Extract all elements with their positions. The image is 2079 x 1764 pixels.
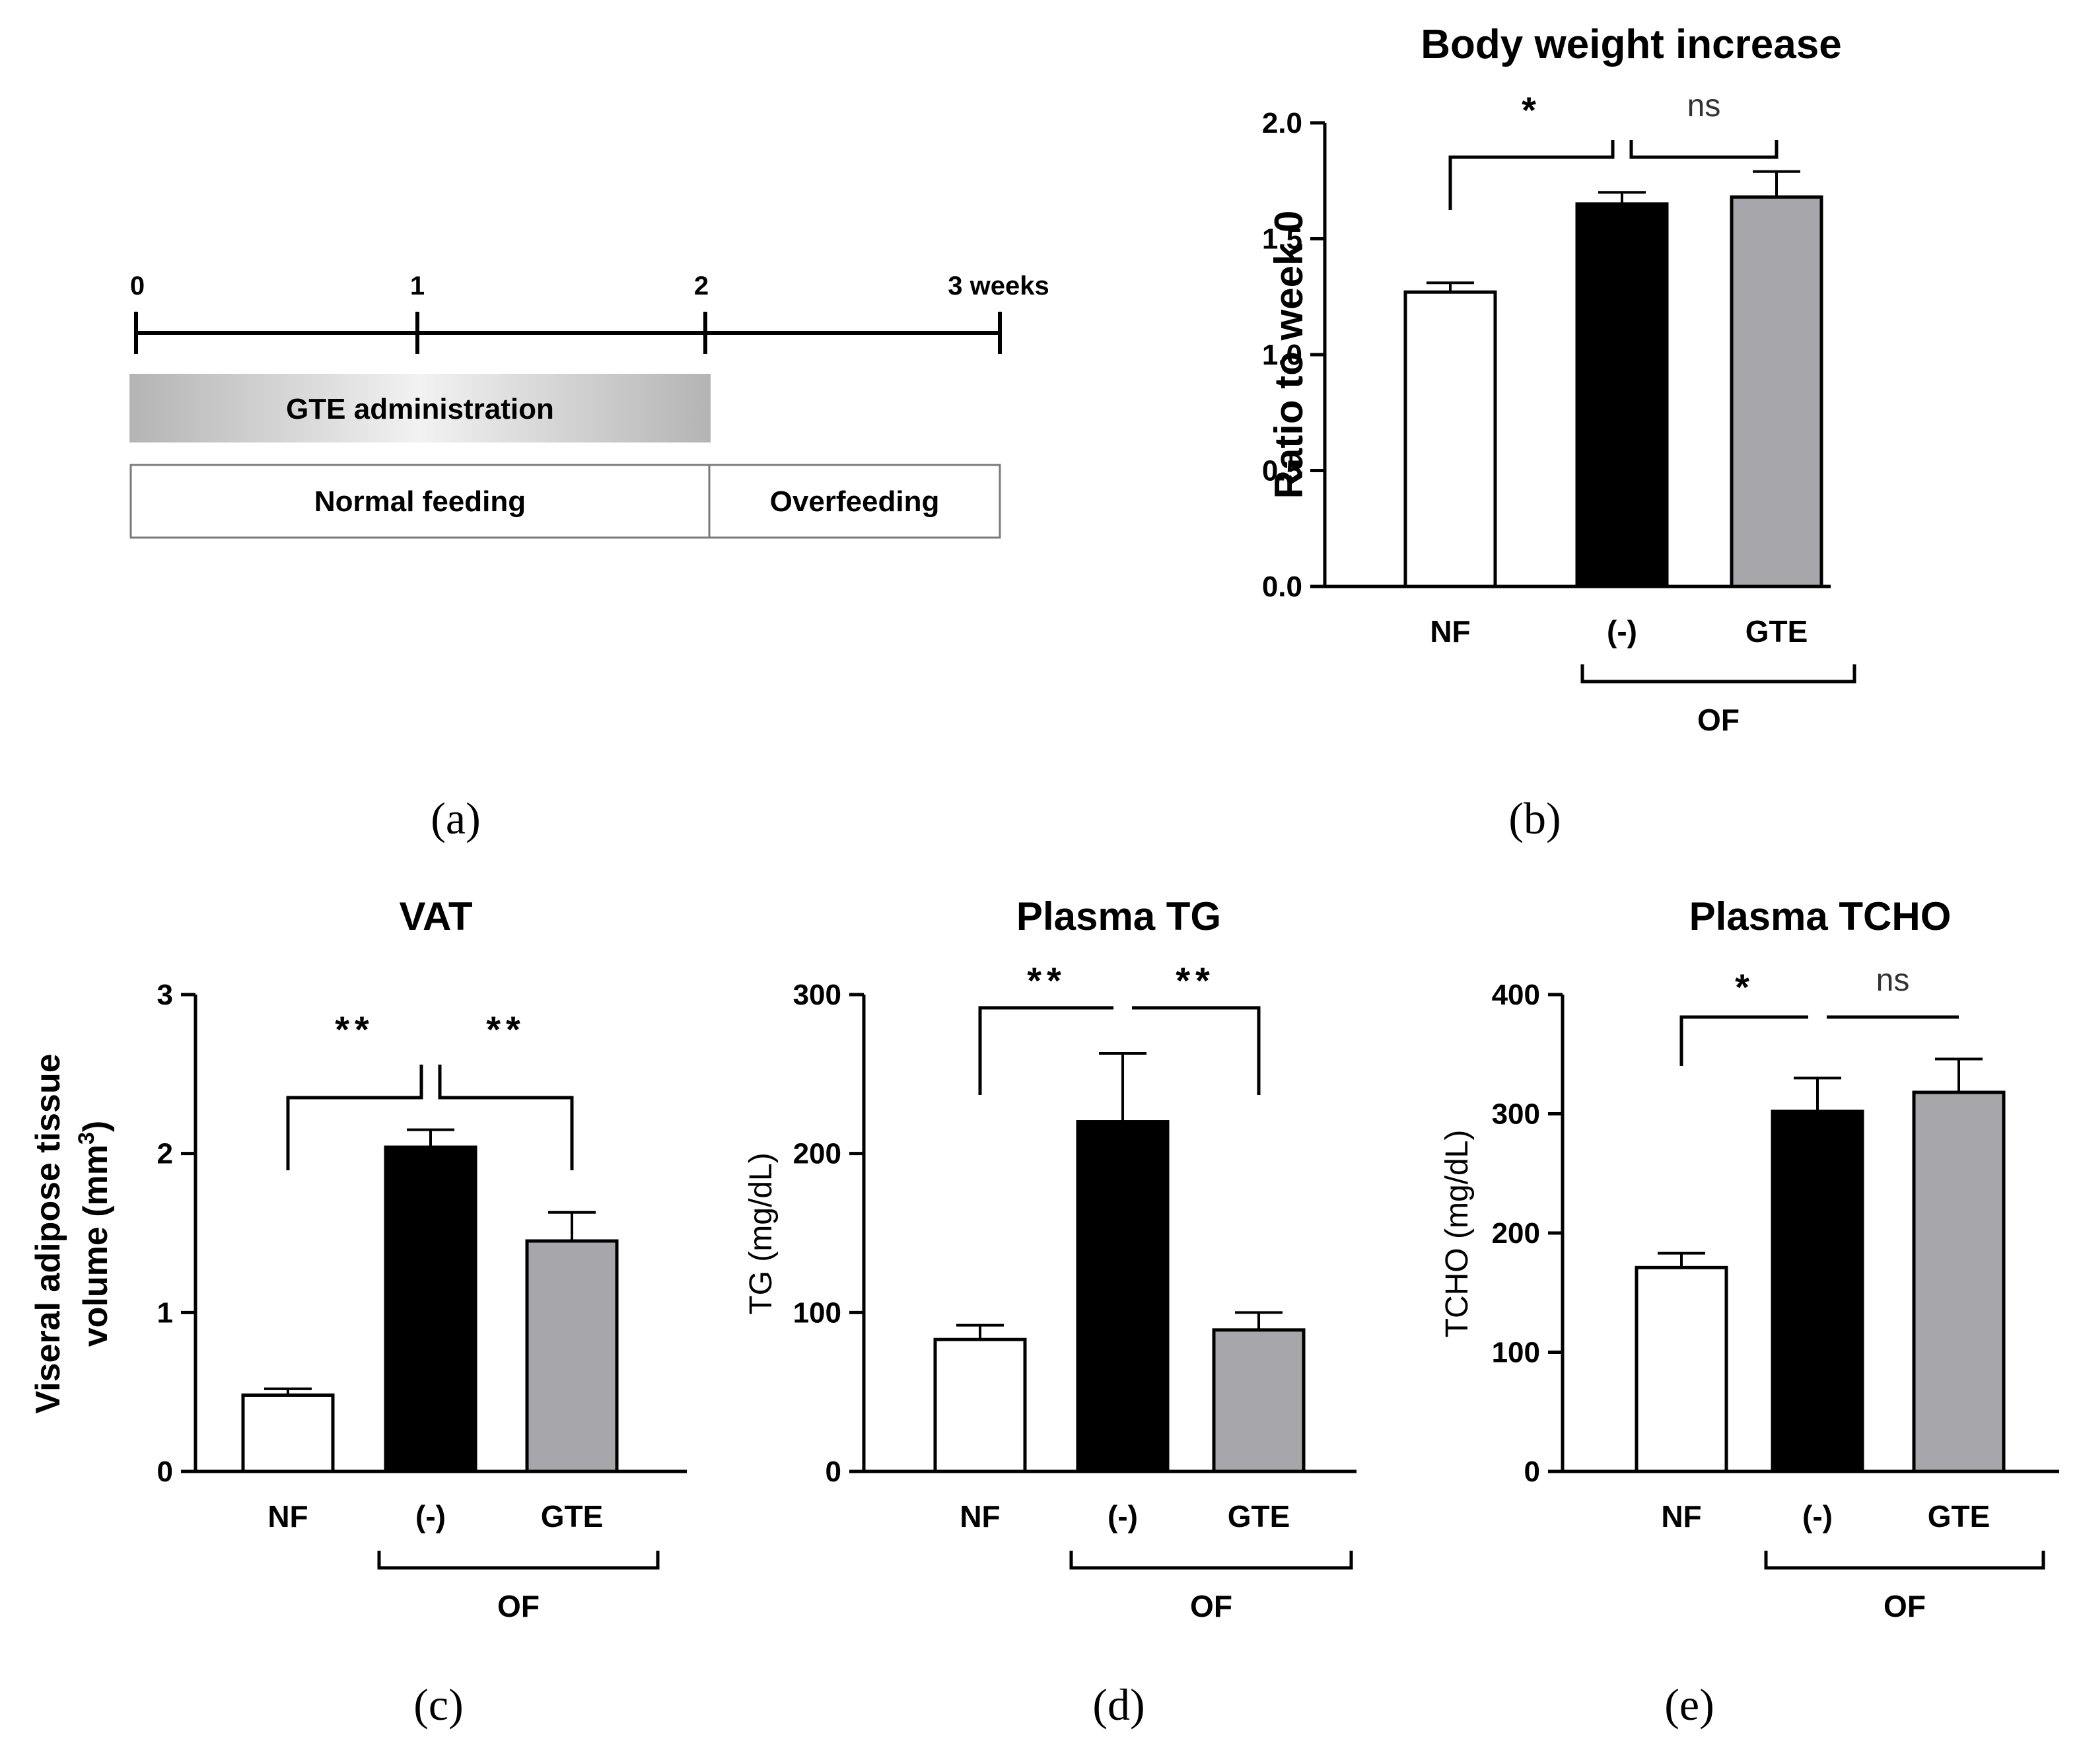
category-label-e: (-) bbox=[1802, 1499, 1833, 1534]
y-tick-label-e: 100 bbox=[1492, 1337, 1540, 1369]
panel-label-a: (a) bbox=[431, 793, 480, 843]
bar-b-1 bbox=[1575, 202, 1669, 588]
significance-bracket-d bbox=[978, 1006, 1113, 1095]
y-tick-label-b: 2.0 bbox=[1262, 107, 1302, 139]
y-tick-label-d: 0 bbox=[826, 1456, 841, 1488]
y-tick-label-c: 0 bbox=[157, 1456, 173, 1488]
normal-feeding-box bbox=[129, 464, 711, 539]
y-tick-label-e: 0 bbox=[1524, 1456, 1540, 1488]
y-axis-label-c: Viseral adipose tissue volume (mm3) bbox=[29, 1053, 115, 1413]
y-tick-label-b: 0.5 bbox=[1262, 455, 1302, 487]
group-label-e: OF bbox=[1884, 1589, 1926, 1623]
chart-panel-body-weight: Body weight increase 0.0 0.5 1.0 1.5 2.0 Ratio… bbox=[1262, 22, 1856, 737]
category-label-e: NF bbox=[1661, 1499, 1701, 1534]
category-label-e: GTE bbox=[1928, 1499, 1991, 1534]
y-tick-label-e: 200 bbox=[1492, 1217, 1540, 1250]
timeline-label-3: 3 weeks bbox=[948, 271, 1049, 300]
timeline-label-1: 1 bbox=[410, 271, 425, 300]
category-label-b: (-) bbox=[1607, 614, 1637, 649]
bar-d-1 bbox=[1076, 1120, 1170, 1473]
y-tick-label-e: 300 bbox=[1492, 1098, 1540, 1131]
overfeeding-label: Overfeeding bbox=[770, 485, 940, 518]
panel-label-b: (b) bbox=[1508, 793, 1561, 843]
y-axis-label-d: TG (mg/dL) bbox=[744, 1152, 779, 1314]
significance-bracket-b bbox=[1448, 140, 1615, 210]
significance-label-b: * bbox=[1522, 89, 1541, 131]
significance-bracket-c bbox=[438, 1065, 574, 1170]
group-bracket-b bbox=[1580, 664, 1856, 684]
category-label-d: (-) bbox=[1108, 1499, 1138, 1534]
category-label-d: NF bbox=[960, 1499, 1000, 1534]
significance-label-c: ** bbox=[335, 1008, 374, 1050]
y-axis-label-b: Ratio to week 0 bbox=[1267, 211, 1311, 499]
significance-label-d: ** bbox=[1027, 960, 1067, 1001]
category-label-b: GTE bbox=[1745, 614, 1808, 649]
bar-e-1 bbox=[1771, 1110, 1864, 1473]
y-tick-label-d: 100 bbox=[793, 1296, 841, 1329]
group-label-b: OF bbox=[1697, 703, 1740, 737]
significance-bracket-b bbox=[1629, 140, 1779, 159]
bar-c-2 bbox=[525, 1239, 619, 1473]
y-tick-label-c: 3 bbox=[157, 979, 173, 1011]
gte-administration-label: GTE administration bbox=[286, 393, 554, 425]
chart-title-d: Plasma TG bbox=[1016, 894, 1221, 938]
timeline-label-2: 2 bbox=[694, 271, 709, 300]
y-tick-label-b: 1.5 bbox=[1262, 223, 1302, 256]
significance-bracket-e bbox=[1679, 1015, 1808, 1066]
significance-label-b: ns bbox=[1687, 88, 1721, 123]
gte-administration-box bbox=[129, 374, 711, 442]
y-tick-label-d: 300 bbox=[793, 979, 841, 1011]
significance-bracket-c bbox=[286, 1065, 423, 1170]
bar-c-1 bbox=[384, 1145, 477, 1473]
significance-label-d: ** bbox=[1176, 960, 1215, 1001]
chart-title-e: Plasma TCHO bbox=[1689, 894, 1952, 938]
chart-panel-plasma-tcho: Plasma TCHO 0 100 200 300 400 TCHO (mg/dL) NF (-… bbox=[1440, 894, 2059, 1623]
significance-bracket-d bbox=[1132, 1006, 1261, 1095]
category-label-c: NF bbox=[267, 1499, 308, 1534]
chart-title-b: Body weight increase bbox=[1421, 22, 1841, 67]
significance-label-e: ns bbox=[1876, 963, 1910, 998]
y-tick-label-c: 2 bbox=[157, 1138, 173, 1170]
panel-label-e: (e) bbox=[1664, 1679, 1714, 1730]
bar-c-0 bbox=[241, 1393, 335, 1473]
y-tick-label-d: 200 bbox=[793, 1138, 841, 1170]
group-label-d: OF bbox=[1190, 1589, 1232, 1623]
y-tick-label-c: 1 bbox=[157, 1296, 173, 1329]
category-label-c: GTE bbox=[541, 1499, 604, 1534]
y-tick-label-b: 1.0 bbox=[1262, 339, 1302, 371]
bar-e-2 bbox=[1912, 1090, 2006, 1473]
group-bracket-c bbox=[377, 1551, 660, 1570]
panel-label-d: (d) bbox=[1092, 1679, 1145, 1730]
bar-d-2 bbox=[1212, 1328, 1306, 1473]
chart-panel-vat: VAT 0 1 2 3 Viseral adipose tissue volume (mm3… bbox=[29, 894, 687, 1623]
category-label-c: (-) bbox=[415, 1499, 446, 1534]
panel-label-c: (c) bbox=[413, 1679, 463, 1730]
bar-e-0 bbox=[1635, 1265, 1728, 1473]
bar-b-2 bbox=[1730, 195, 1823, 588]
category-label-d: GTE bbox=[1228, 1499, 1290, 1534]
y-tick-label-e: 400 bbox=[1492, 979, 1540, 1011]
significance-label-c: ** bbox=[486, 1008, 526, 1050]
timeline-panel: 0 1 2 3 weeks GTE administration Normal … bbox=[129, 271, 1049, 843]
bar-d-0 bbox=[933, 1337, 1027, 1473]
overfeeding-box bbox=[708, 464, 1001, 539]
timeline-label-0: 0 bbox=[130, 271, 145, 300]
group-bracket-e bbox=[1764, 1551, 2045, 1570]
normal-feeding-label: Normal feeding bbox=[314, 485, 526, 518]
category-label-b: NF bbox=[1430, 614, 1470, 649]
chart-title-c: VAT bbox=[399, 894, 472, 938]
group-label-c: OF bbox=[497, 1589, 540, 1623]
y-tick-label-b: 0.0 bbox=[1262, 571, 1302, 603]
group-bracket-d bbox=[1069, 1551, 1353, 1570]
bar-b-0 bbox=[1403, 290, 1497, 588]
significance-label-e: * bbox=[1735, 966, 1755, 1008]
chart-panel-plasma-tg: Plasma TG 0 100 200 300 TG (mg/dL) NF (-) GTE ** *… bbox=[744, 894, 1357, 1623]
y-axis-label-e: TCHO (mg/dL) bbox=[1440, 1130, 1475, 1338]
